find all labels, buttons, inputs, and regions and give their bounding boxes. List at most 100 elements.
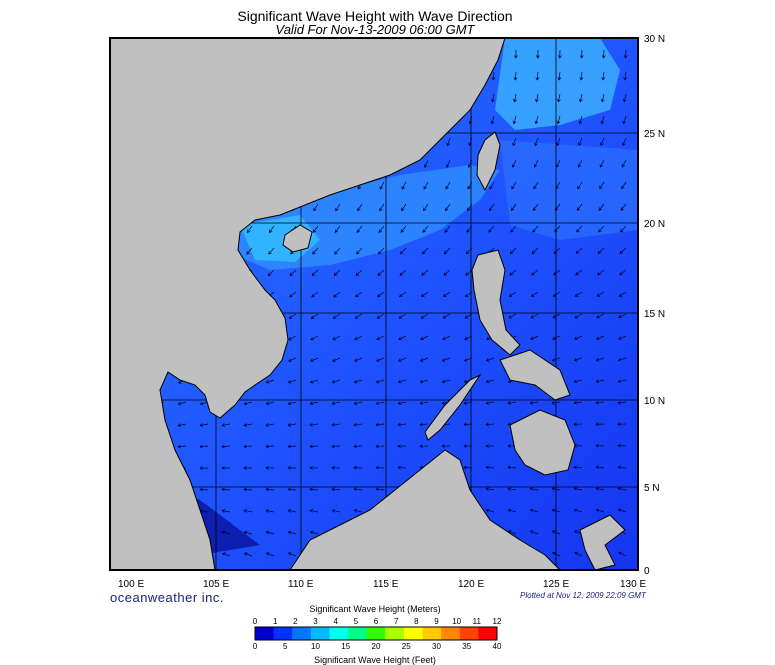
direction-arrow — [530, 313, 539, 319]
direction-arrow-head — [422, 229, 426, 233]
direction-arrow-head — [507, 401, 512, 405]
direction-arrow-head — [596, 336, 600, 340]
direction-arrow-head — [601, 77, 606, 81]
direction-arrow — [574, 509, 583, 513]
direction-arrow-head — [353, 444, 357, 449]
direction-arrow-head — [507, 508, 512, 513]
direction-arrow-head — [397, 358, 402, 362]
direction-arrow-head — [221, 466, 225, 470]
direction-arrow-head — [578, 98, 583, 103]
direction-arrow-head — [397, 444, 401, 449]
direction-arrow — [574, 313, 583, 319]
direction-arrow-head — [332, 358, 336, 362]
map-subtitle: Valid For Nov-13-2009 06:00 GMT — [275, 22, 475, 37]
direction-arrow-head — [399, 293, 403, 298]
direction-arrow-head — [488, 229, 492, 233]
direction-arrow — [620, 225, 627, 233]
legend-feet-tick: 20 — [372, 642, 381, 651]
direction-arrow — [556, 137, 561, 146]
direction-arrow-head — [466, 229, 470, 233]
direction-arrow-head — [622, 98, 627, 103]
direction-arrow-head — [421, 272, 425, 276]
direction-arrow-head — [595, 486, 600, 491]
direction-arrow — [558, 71, 561, 80]
direction-arrow — [552, 552, 561, 557]
direction-arrow-head — [485, 465, 489, 470]
direction-arrow-head — [510, 229, 514, 233]
direction-arrow — [619, 269, 627, 276]
direction-arrow-head — [464, 336, 468, 341]
direction-arrow — [466, 225, 473, 233]
direction-arrow — [599, 181, 605, 189]
direction-arrow-head — [397, 422, 401, 427]
direction-arrow-head — [532, 229, 536, 233]
direction-arrow — [200, 510, 209, 513]
direction-arrow-head — [595, 379, 600, 384]
direction-arrow — [463, 467, 473, 469]
direction-arrow — [579, 115, 583, 124]
legend-title-meters: Significant Wave Height (Meters) — [309, 604, 441, 614]
direction-arrow-head — [445, 207, 449, 212]
direction-arrow-head — [514, 55, 518, 59]
direction-arrow — [574, 466, 583, 469]
direction-arrow-head — [287, 487, 291, 492]
direction-arrow — [531, 247, 539, 254]
direction-arrow — [489, 181, 495, 190]
direction-arrow-head — [378, 229, 383, 233]
direction-arrow-head — [199, 444, 203, 449]
direction-arrow-head — [355, 293, 359, 298]
direction-arrow-head — [268, 251, 272, 255]
direction-arrow-head — [619, 271, 623, 276]
direction-arrow — [443, 269, 451, 276]
direction-arrow-head — [243, 487, 247, 492]
direction-arrow-head — [243, 509, 248, 513]
direction-arrow-head — [485, 358, 490, 362]
direction-arrow — [464, 313, 473, 319]
lat-label-5n: 5 N — [644, 483, 660, 494]
direction-arrow-head — [379, 186, 384, 190]
direction-arrow — [332, 379, 341, 383]
direction-arrow — [618, 551, 627, 557]
direction-arrow-head — [601, 55, 606, 59]
direction-arrow — [601, 93, 605, 102]
direction-arrow-head — [267, 272, 272, 277]
direction-arrow — [465, 291, 473, 297]
direction-arrow — [552, 357, 561, 361]
direction-arrow-head — [335, 207, 339, 212]
direction-arrow — [596, 357, 605, 361]
direction-arrow — [576, 203, 583, 211]
direction-arrow — [310, 488, 319, 491]
direction-arrow-head — [465, 272, 469, 276]
direction-arrow — [420, 401, 429, 404]
direction-arrow-head — [221, 509, 226, 513]
direction-arrow — [602, 71, 605, 80]
direction-arrow — [442, 335, 451, 340]
legend-swatch — [422, 627, 442, 640]
direction-arrow — [508, 313, 517, 319]
direction-arrow — [596, 487, 605, 491]
direction-arrow-head — [401, 186, 405, 190]
legend-feet-tick: 5 — [283, 642, 288, 651]
direction-arrow-head — [574, 551, 578, 556]
brand-logo-text: oceanweather inc. — [110, 590, 225, 605]
direction-arrow-head — [313, 207, 317, 212]
direction-arrow — [486, 466, 495, 469]
map-frame — [109, 37, 639, 571]
direction-arrow — [468, 137, 473, 146]
direction-arrow — [313, 203, 319, 211]
direction-arrow — [420, 357, 429, 362]
direction-arrow-head — [618, 314, 622, 319]
legend-meter-tick: 2 — [293, 617, 298, 626]
direction-arrow-head — [309, 422, 313, 427]
direction-arrow-head — [530, 315, 535, 319]
direction-arrow — [508, 401, 517, 404]
direction-arrow-head — [595, 508, 600, 513]
direction-arrow — [356, 225, 363, 233]
direction-arrow — [288, 401, 297, 405]
wave-zone-taiwan-strait — [495, 38, 620, 130]
direction-arrow-head — [357, 186, 362, 190]
lon-label-115e: 115 E — [373, 579, 399, 590]
lat-label-25n: 25 N — [644, 129, 665, 140]
direction-arrow-head — [333, 272, 338, 276]
direction-arrow-head — [421, 293, 425, 298]
